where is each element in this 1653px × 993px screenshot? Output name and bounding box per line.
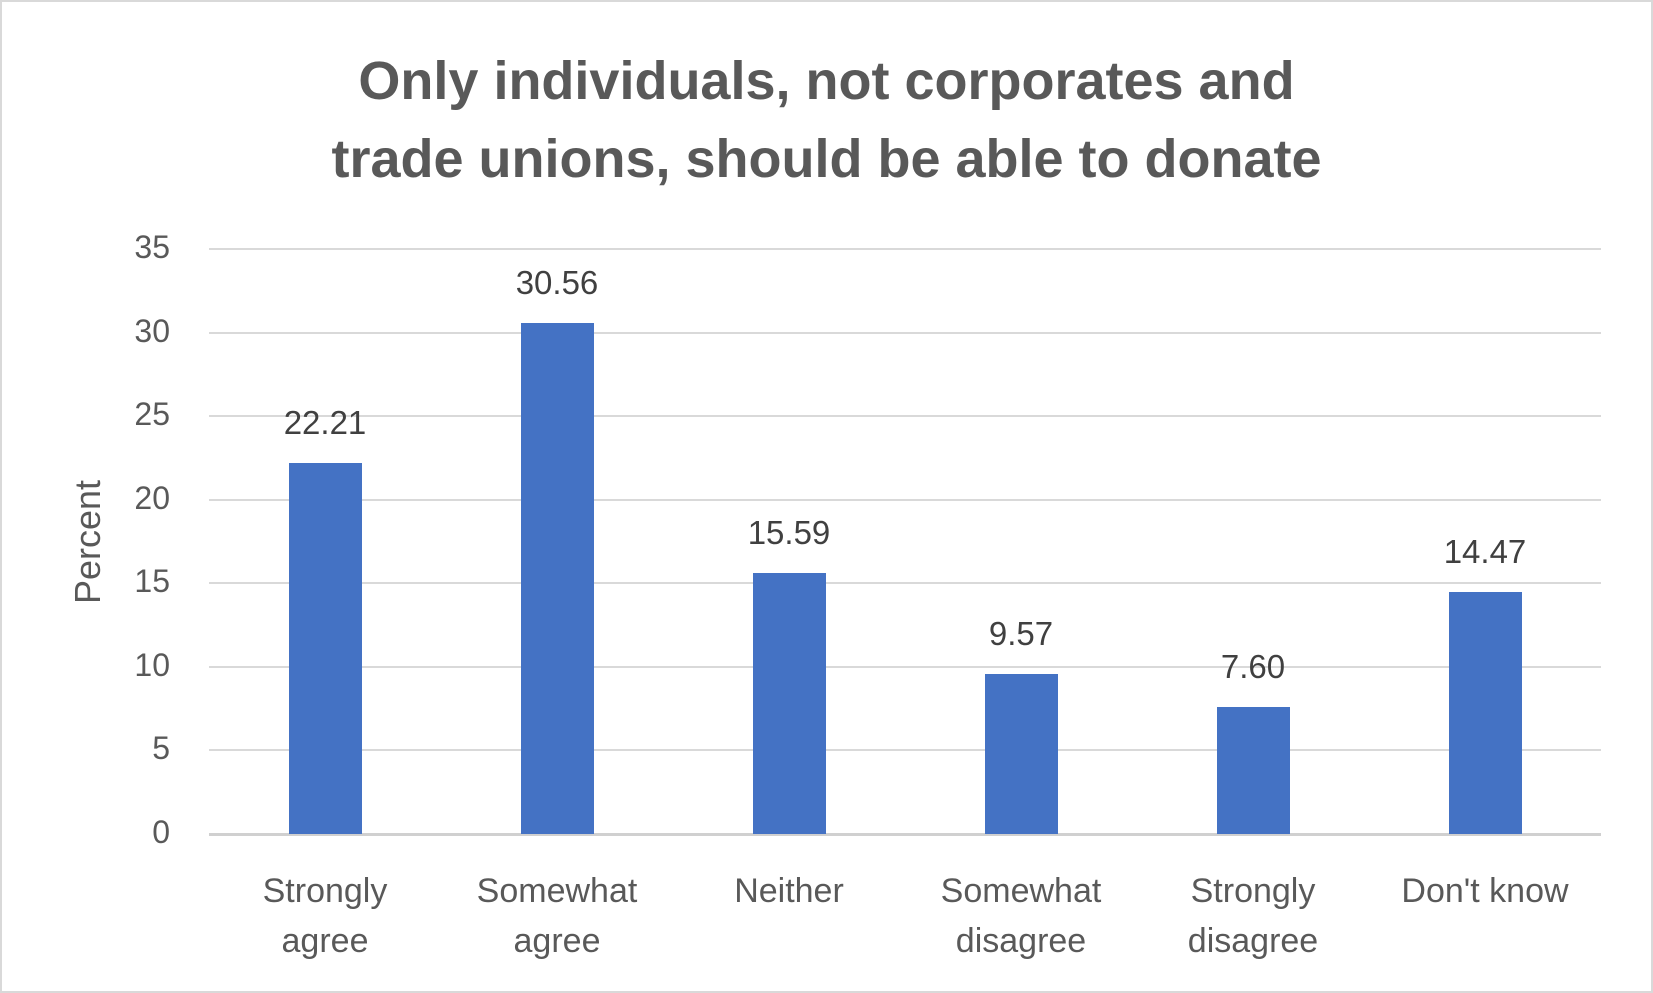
chart-title: Only individuals, not corporates and tra… [0, 42, 1653, 198]
x-tick-label: Strongly disagree [1153, 866, 1353, 966]
chart-title-line-1: Only individuals, not corporates and [358, 51, 1295, 111]
x-tick-label: Strongly agree [225, 866, 425, 966]
y-tick-label: 10 [134, 646, 170, 683]
x-tick-label-line: Strongly [262, 872, 388, 910]
bar [984, 674, 1058, 834]
x-tick-label: Don't know [1385, 866, 1585, 966]
x-tick-label-line: Neither [734, 872, 844, 910]
gridline [209, 582, 1601, 585]
data-label: 30.56 [515, 264, 599, 302]
y-tick-label: 5 [152, 730, 170, 767]
x-tick-label-line [1385, 916, 1585, 966]
data-label: 14.47 [1443, 533, 1527, 571]
x-tick-label: Somewhat agree [457, 866, 657, 966]
bar [1448, 592, 1522, 834]
x-tick-label-line: disagree [955, 922, 1087, 960]
y-tick-label: 25 [134, 396, 170, 433]
bar [1216, 706, 1290, 834]
y-tick-label: 30 [134, 312, 170, 349]
x-tick-label-line [689, 916, 889, 966]
data-label: 15.59 [747, 514, 831, 552]
data-label: 7.60 [1220, 647, 1286, 685]
gridline [209, 749, 1601, 752]
x-tick-label-line: agree [513, 922, 601, 960]
x-tick-label-line: Strongly [1190, 872, 1316, 910]
data-label: 22.21 [283, 403, 367, 441]
y-tick-label: 20 [134, 479, 170, 516]
x-tick-label: Somewhat disagree [921, 866, 1121, 966]
gridline [209, 665, 1601, 668]
y-tick-label: 0 [152, 814, 170, 850]
chart-title-line-2: trade unions, should be able to donate [331, 129, 1322, 189]
bar [752, 573, 826, 834]
gridline [209, 415, 1601, 418]
x-tick-label-line: disagree [1187, 922, 1319, 960]
x-tick-label-line: agree [281, 922, 369, 960]
bar [288, 462, 362, 834]
gridline [209, 248, 1601, 250]
bar [520, 323, 594, 834]
x-tick-label-line: Don't know [1401, 872, 1569, 910]
x-tick-label-line: Somewhat [940, 872, 1102, 910]
x-axis-line [209, 833, 1601, 836]
y-tick-label: 35 [134, 229, 170, 265]
gridline [209, 331, 1601, 334]
y-tick-label: 15 [134, 563, 170, 600]
x-tick-label-line: Somewhat [476, 872, 638, 910]
gridline [209, 498, 1601, 501]
x-tick-label: Neither [689, 866, 889, 966]
data-label: 9.57 [988, 615, 1054, 653]
